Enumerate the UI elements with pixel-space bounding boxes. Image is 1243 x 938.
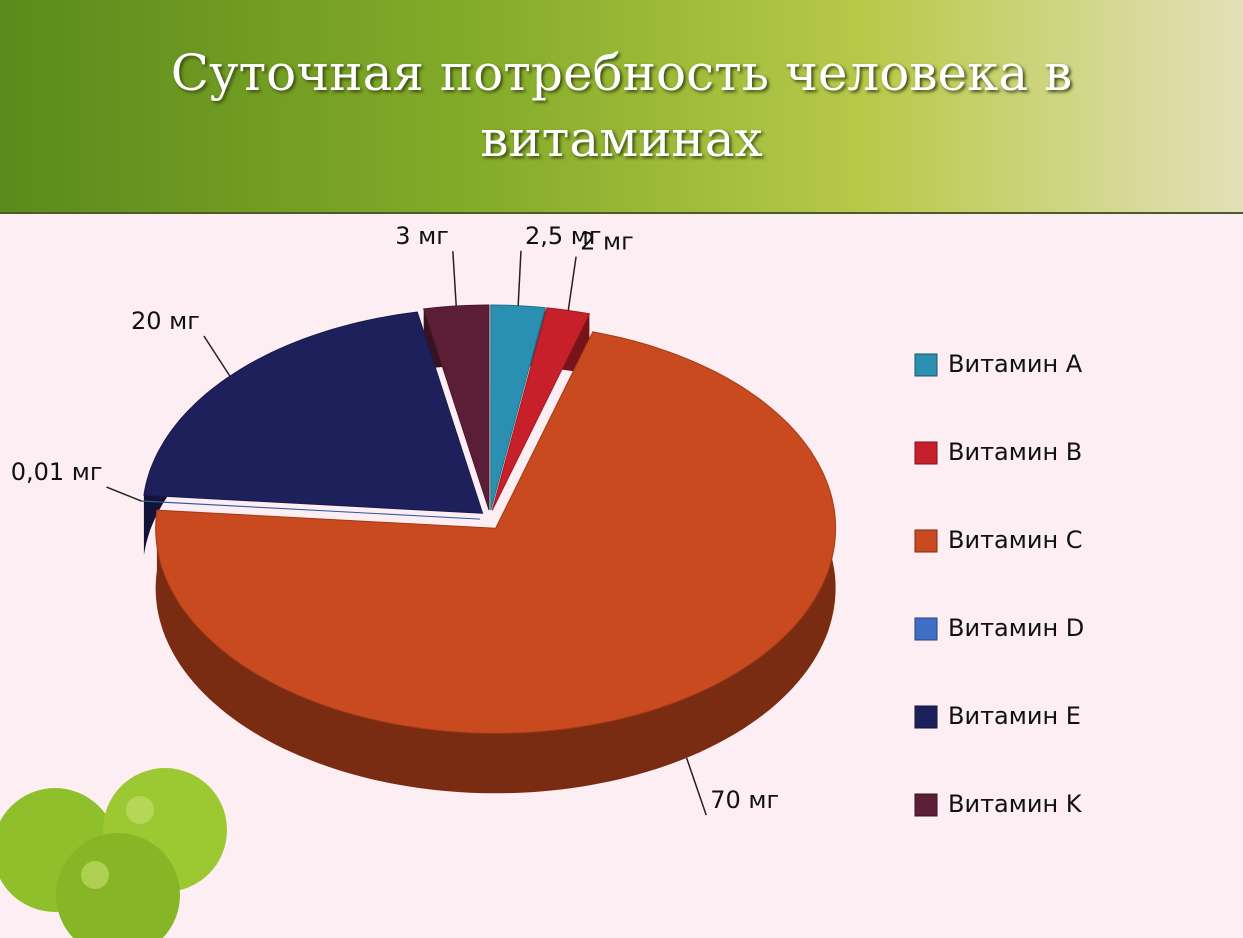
legend-label: Витамин A — [948, 350, 1083, 378]
slice — [491, 307, 591, 511]
data-label: 2 мг — [580, 228, 634, 256]
chart-title: Суточная потребность человека в витамина… — [170, 44, 1073, 168]
header: Суточная потребность человека в витамина… — [0, 0, 1243, 214]
leader-line — [567, 256, 577, 311]
legend-swatch — [914, 705, 938, 729]
legend-label: Витамин D — [948, 614, 1084, 642]
slice — [143, 311, 484, 514]
leader-line — [517, 250, 522, 306]
legend-swatch — [914, 353, 938, 377]
data-label: 70 мг — [710, 786, 779, 814]
leader-line — [685, 757, 707, 816]
legend-swatch — [914, 529, 938, 553]
legend-label: Витамин B — [948, 438, 1082, 466]
data-label: 2,5 мг — [525, 222, 602, 250]
legend-label: Витамин E — [948, 702, 1081, 730]
legend-swatch — [914, 793, 938, 817]
slice — [155, 331, 837, 734]
slice — [490, 304, 546, 511]
apples — [0, 768, 227, 938]
leader-line — [106, 486, 142, 502]
data-label: 3 мг — [395, 222, 449, 250]
leader-line — [203, 335, 231, 377]
legend-swatch — [914, 617, 938, 641]
data-label: 20 мг — [131, 307, 200, 335]
data-label: 0,01 мг — [11, 458, 103, 486]
legend-label: Витамин C — [948, 526, 1083, 554]
leader-line — [452, 251, 457, 307]
legend-swatch — [914, 441, 938, 465]
legend-label: Витамин K — [948, 790, 1083, 818]
slice — [140, 500, 481, 520]
